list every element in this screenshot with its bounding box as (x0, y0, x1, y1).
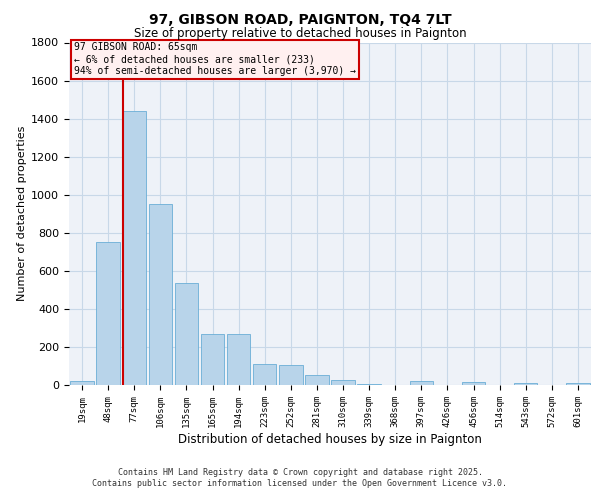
Bar (410, 381, 433, 385)
Text: 97, GIBSON ROAD, PAIGNTON, TQ4 7LT: 97, GIBSON ROAD, PAIGNTON, TQ4 7LT (149, 12, 451, 26)
Bar (305, 376, 329, 385)
Text: 97 GIBSON ROAD: 65sqm
← 6% of detached houses are smaller (233)
94% of semi-deta: 97 GIBSON ROAD: 65sqm ← 6% of detached h… (74, 42, 356, 76)
Bar (97, 242, 120, 385)
Bar (358, 384, 381, 385)
Bar (462, 382, 485, 385)
Bar (201, 334, 224, 385)
Y-axis label: Number of detached properties: Number of detached properties (17, 126, 27, 302)
Bar (279, 365, 302, 385)
Bar (70, 381, 94, 385)
X-axis label: Distribution of detached houses by size in Paignton: Distribution of detached houses by size … (178, 432, 482, 446)
Bar (227, 334, 250, 385)
Text: Contains HM Land Registry data © Crown copyright and database right 2025.
Contai: Contains HM Land Registry data © Crown c… (92, 468, 508, 487)
Bar (514, 383, 538, 385)
Bar (566, 383, 590, 385)
Bar (149, 204, 172, 385)
Text: Size of property relative to detached houses in Paignton: Size of property relative to detached ho… (134, 28, 466, 40)
Bar (331, 380, 355, 385)
Bar (253, 364, 277, 385)
Bar (122, 111, 146, 385)
Bar (175, 283, 198, 385)
